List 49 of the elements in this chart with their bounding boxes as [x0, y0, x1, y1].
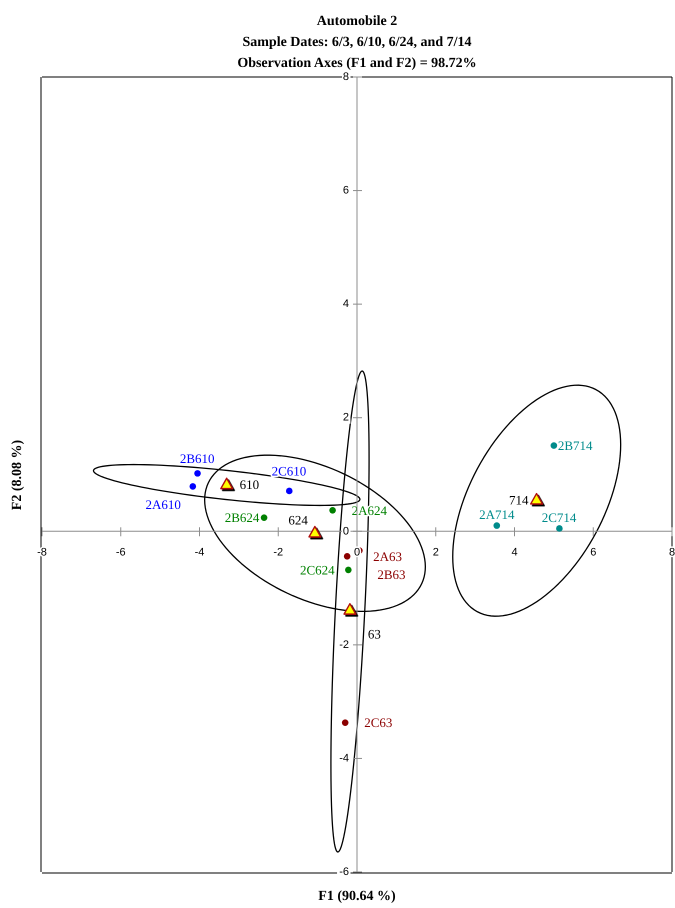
- point: [286, 488, 293, 494]
- data-label: 2A63: [373, 548, 402, 564]
- x-tick-label: -4: [194, 546, 204, 558]
- point: [308, 526, 322, 538]
- data-label: 2B714: [558, 438, 594, 454]
- point: [556, 525, 563, 532]
- data-label: 2B610: [180, 450, 215, 466]
- point: [530, 492, 544, 505]
- y-tick-label: -4: [339, 752, 349, 764]
- y-tick-label: 0: [342, 525, 349, 538]
- point: [220, 478, 234, 490]
- point: [190, 483, 196, 490]
- data-label: 2A714: [479, 507, 515, 522]
- y-tick-label: 4: [342, 298, 349, 310]
- x-axis-title: F1 (90.64 %): [317, 888, 397, 906]
- data-label: 2B624: [224, 510, 260, 526]
- y-tick-label: 6: [342, 184, 349, 197]
- x-tick-label: -2: [273, 546, 284, 558]
- x-tick-label: 4: [511, 546, 518, 558]
- data-label: 2C714: [542, 510, 577, 525]
- point: [329, 506, 336, 514]
- chart-subtitle: Sample Dates: 6/3, 6/10, 6/24, and 7/14 Observation Axes (F1 and F2) = 98.72%: [236, 34, 478, 72]
- x-tick-label: 2: [432, 546, 439, 558]
- point: [550, 442, 558, 449]
- y-tick-label: -2: [339, 638, 349, 651]
- annotation: 624: [288, 512, 308, 528]
- y-tick-label: 8: [342, 71, 349, 83]
- data-label: 2C610: [272, 463, 306, 478]
- point: [493, 522, 500, 529]
- point: [260, 514, 268, 521]
- y-tick-label: 2: [342, 412, 349, 424]
- data-label: 2B63: [377, 567, 406, 582]
- annotation: 714: [509, 492, 530, 508]
- point: [342, 719, 348, 726]
- data-label: 2C624: [300, 562, 336, 578]
- annotation: 63: [368, 626, 381, 642]
- y-axis-title: F2 (8.08 %): [9, 439, 26, 510]
- point: [343, 603, 356, 615]
- point: [345, 566, 352, 574]
- x-tick-label: -6: [116, 546, 126, 558]
- data-label: 2A610: [145, 496, 181, 512]
- y-tick-label: -6: [339, 866, 349, 878]
- x-tick-label: 6: [590, 546, 596, 558]
- point: [194, 470, 201, 477]
- data-label: 2C63: [364, 715, 392, 730]
- point: [344, 552, 350, 560]
- annotation: 610: [240, 477, 260, 492]
- chart-title: Automobile 2: [316, 13, 398, 31]
- x-tick-label: 0: [354, 546, 360, 558]
